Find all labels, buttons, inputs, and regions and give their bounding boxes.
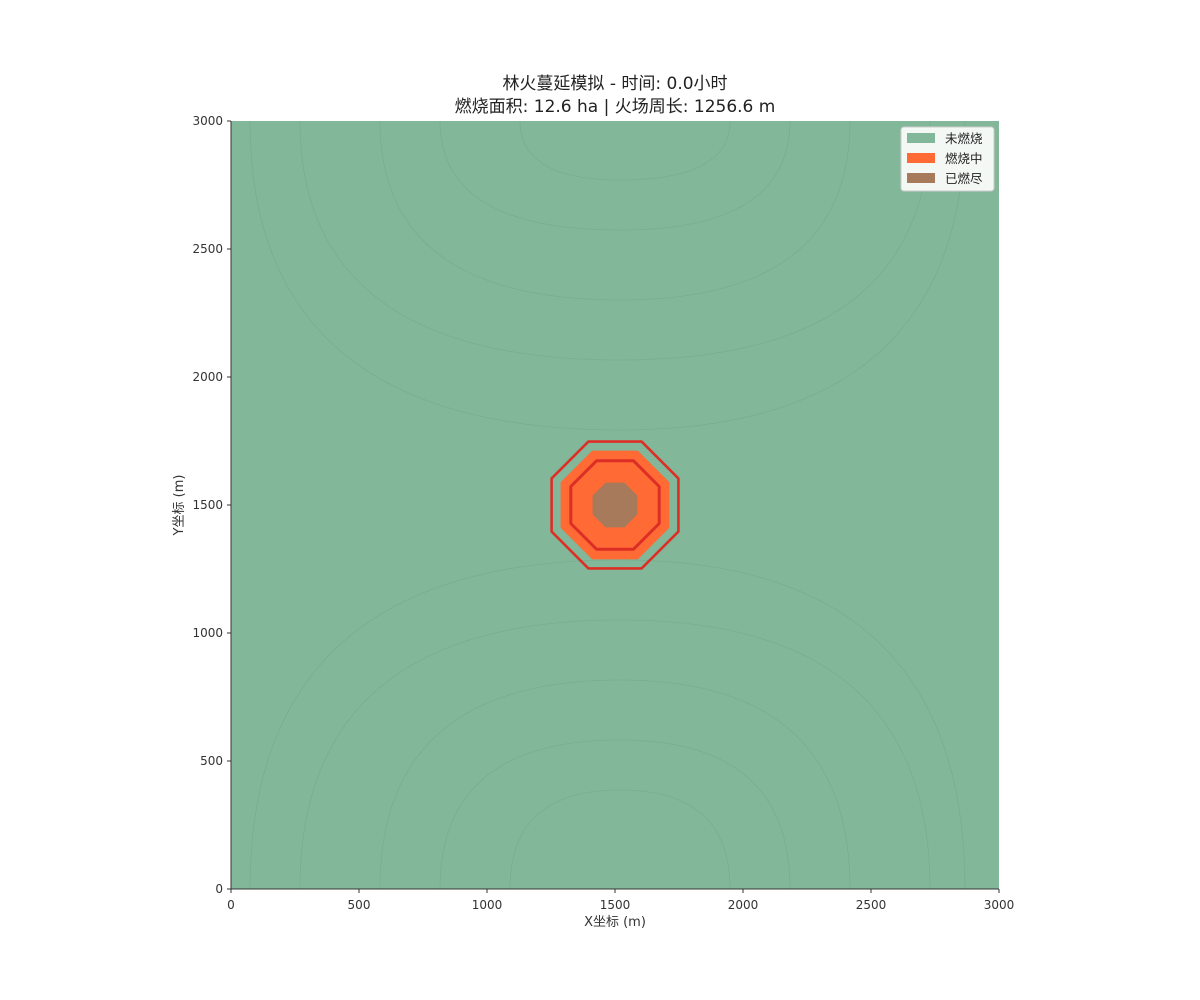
burned-region — [592, 482, 638, 528]
x-tick-label: 1500 — [600, 898, 631, 912]
contour-line-8 — [509, 789, 731, 890]
chart-title-line2: 燃烧面积: 12.6 ha | 火场周长: 1256.6 m — [455, 97, 776, 117]
contour-line-5 — [299, 619, 931, 890]
legend-swatch-unburned — [907, 133, 935, 143]
x-tick-label: 1000 — [472, 898, 503, 912]
contour-line-6 — [379, 679, 851, 890]
legend-label-burned: 已燃尽 — [945, 171, 983, 186]
fire-front-inner — [569, 459, 661, 551]
x-tick-label: 2000 — [728, 898, 759, 912]
plot-area — [231, 120, 999, 890]
x-axis-label: X坐标 (m) — [584, 915, 646, 930]
legend-label-unburned: 未燃烧 — [945, 131, 983, 146]
y-tick-label: 3000 — [192, 114, 223, 128]
y-tick-label: 2000 — [192, 370, 223, 384]
x-tick-label: 0 — [227, 898, 235, 912]
x-tick-label: 500 — [348, 898, 371, 912]
fire-regions — [550, 440, 680, 570]
contour-line-4 — [249, 120, 966, 431]
contour-line-1 — [379, 120, 851, 301]
legend: 未燃烧 燃烧中 已燃尽 — [900, 126, 995, 192]
y-tick-label: 1000 — [192, 626, 223, 640]
x-tick-label: 2500 — [856, 898, 887, 912]
y-tick-label: 500 — [200, 754, 223, 768]
legend-swatch-burning — [907, 153, 935, 163]
y-tick-label: 1500 — [192, 498, 223, 512]
y-axis-label: Y坐标 (m) — [172, 475, 187, 537]
fire-front-outer — [550, 440, 680, 570]
contour-line-0 — [299, 120, 931, 361]
chart-title-line1: 林火蔓延模拟 - 时间: 0.0小时 — [502, 74, 727, 94]
contour-line-2 — [439, 120, 791, 231]
contour-line-3 — [519, 120, 731, 181]
y-tick-label: 2500 — [192, 242, 223, 256]
axes: 0 500 1000 1500 2000 2500 3000 0 500 1000 1500 2000… — [192, 114, 1014, 912]
y-tick-label: 0 — [215, 882, 223, 896]
contour-line-9 — [249, 559, 966, 890]
legend-label-burning: 燃烧中 — [945, 151, 983, 166]
legend-swatch-burned — [907, 173, 935, 183]
x-tick-label: 3000 — [984, 898, 1015, 912]
terrain-contours — [249, 120, 966, 890]
contour-line-7 — [439, 739, 791, 890]
